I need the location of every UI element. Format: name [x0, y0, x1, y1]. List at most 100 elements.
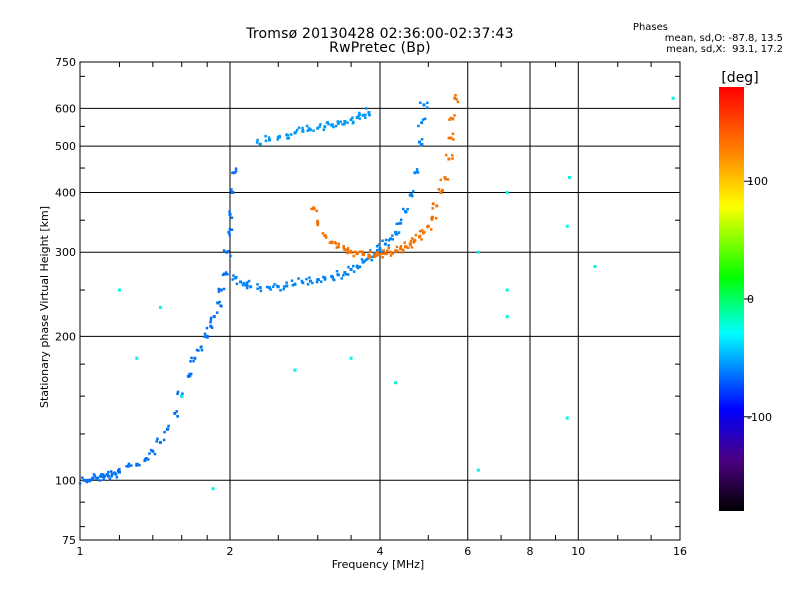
data-point-jitter: [332, 278, 336, 282]
x-tick-label: 16: [673, 545, 687, 558]
data-point-jitter: [409, 243, 412, 247]
data-point-jitter: [395, 222, 398, 226]
data-point-jitter: [380, 250, 383, 253]
data-point-jitter: [167, 424, 170, 428]
data-point-jitter: [234, 170, 238, 173]
data-point: [378, 252, 382, 256]
data-point-jitter: [346, 249, 349, 252]
data-point-jitter: [106, 473, 109, 476]
data-point-jitter: [366, 257, 369, 261]
data-point-jitter: [351, 121, 355, 125]
data-point-jitter: [336, 120, 340, 123]
data-point-jitter: [381, 252, 385, 255]
data-point: [349, 356, 353, 360]
data-point: [199, 345, 203, 349]
data-point-jitter: [352, 254, 355, 258]
data-point: [285, 133, 289, 137]
data-point-jitter: [176, 390, 180, 394]
data-point-jitter: [332, 125, 335, 129]
data-point-jitter: [326, 121, 329, 124]
data-point-jitter: [222, 287, 226, 291]
data-point: [219, 288, 223, 292]
data-point: [447, 157, 451, 161]
phases-x-stats: mean, sd,X: 93.1, 17.2: [666, 44, 783, 55]
data-point-jitter: [384, 238, 388, 242]
data-point-jitter: [279, 289, 282, 292]
data-point-jitter: [322, 128, 326, 132]
data-point-jitter: [84, 479, 88, 482]
data-point: [151, 449, 155, 453]
data-point-jitter: [100, 475, 103, 478]
data-point-jitter: [324, 234, 327, 238]
data-point: [420, 121, 424, 125]
data-point: [383, 252, 387, 256]
data-point-jitter: [98, 479, 102, 482]
data-point-jitter: [230, 216, 234, 219]
x-tick-label: 4: [377, 545, 384, 558]
data-point-jitter: [192, 359, 195, 363]
y-tick-label: 600: [55, 102, 76, 115]
data-point-jitter: [162, 438, 166, 442]
data-point-jitter: [287, 137, 290, 140]
data-point-jitter: [395, 245, 399, 249]
data-point-jitter: [376, 249, 379, 252]
data-point-jitter: [321, 232, 325, 235]
data-point-jitter: [453, 114, 456, 117]
data-point-jitter: [144, 457, 147, 461]
data-point-jitter: [136, 462, 139, 466]
data-point-jitter: [419, 143, 423, 147]
data-point: [103, 474, 107, 478]
data-point-jitter: [425, 106, 429, 109]
data-point-jitter: [340, 277, 344, 280]
data-point-jitter: [431, 207, 435, 210]
data-point: [394, 230, 398, 234]
data-point: [367, 253, 371, 257]
data-point-jitter: [210, 326, 214, 329]
data-points: [78, 93, 675, 491]
data-point-jitter: [222, 249, 226, 252]
data-point: [343, 247, 347, 251]
data-point-jitter: [110, 475, 113, 478]
data-point-jitter: [446, 178, 450, 181]
data-point-jitter: [190, 356, 193, 360]
data-point-jitter: [355, 264, 359, 268]
data-point: [349, 268, 353, 272]
data-point-jitter: [404, 211, 408, 214]
data-point-jitter: [242, 281, 245, 285]
data-point-jitter: [397, 231, 401, 234]
data-point-jitter: [234, 167, 238, 170]
data-point-jitter: [146, 458, 150, 461]
data-point-jitter: [352, 120, 355, 124]
data-point-jitter: [228, 228, 232, 231]
data-point-jitter: [221, 273, 225, 277]
data-point: [267, 138, 271, 142]
data-point-jitter: [337, 242, 340, 246]
data-point-jitter: [343, 122, 346, 126]
data-point: [389, 237, 393, 241]
data-point-jitter: [224, 271, 228, 274]
data-point: [193, 356, 197, 360]
data-point-jitter: [256, 283, 259, 286]
data-point-jitter: [410, 192, 413, 196]
data-point-jitter: [341, 123, 344, 126]
data-point-jitter: [264, 134, 267, 138]
data-point-jitter: [297, 126, 301, 129]
y-tick-label: 100: [55, 474, 76, 487]
data-point: [82, 478, 86, 482]
data-point-jitter: [331, 123, 334, 126]
data-point-jitter: [423, 117, 427, 121]
data-point-jitter: [421, 232, 425, 235]
y-tick-label: 200: [55, 330, 76, 343]
data-point: [361, 113, 365, 117]
data-point-jitter: [294, 130, 298, 134]
data-point: [308, 128, 312, 132]
data-point: [349, 118, 353, 122]
data-point-jitter: [271, 285, 275, 288]
data-point-jitter: [455, 98, 458, 101]
data-point: [505, 288, 509, 292]
data-point: [308, 279, 312, 283]
data-point-jitter: [306, 283, 310, 286]
data-point-jitter: [148, 452, 151, 455]
data-point-jitter: [449, 116, 453, 120]
data-point-jitter: [195, 348, 199, 352]
